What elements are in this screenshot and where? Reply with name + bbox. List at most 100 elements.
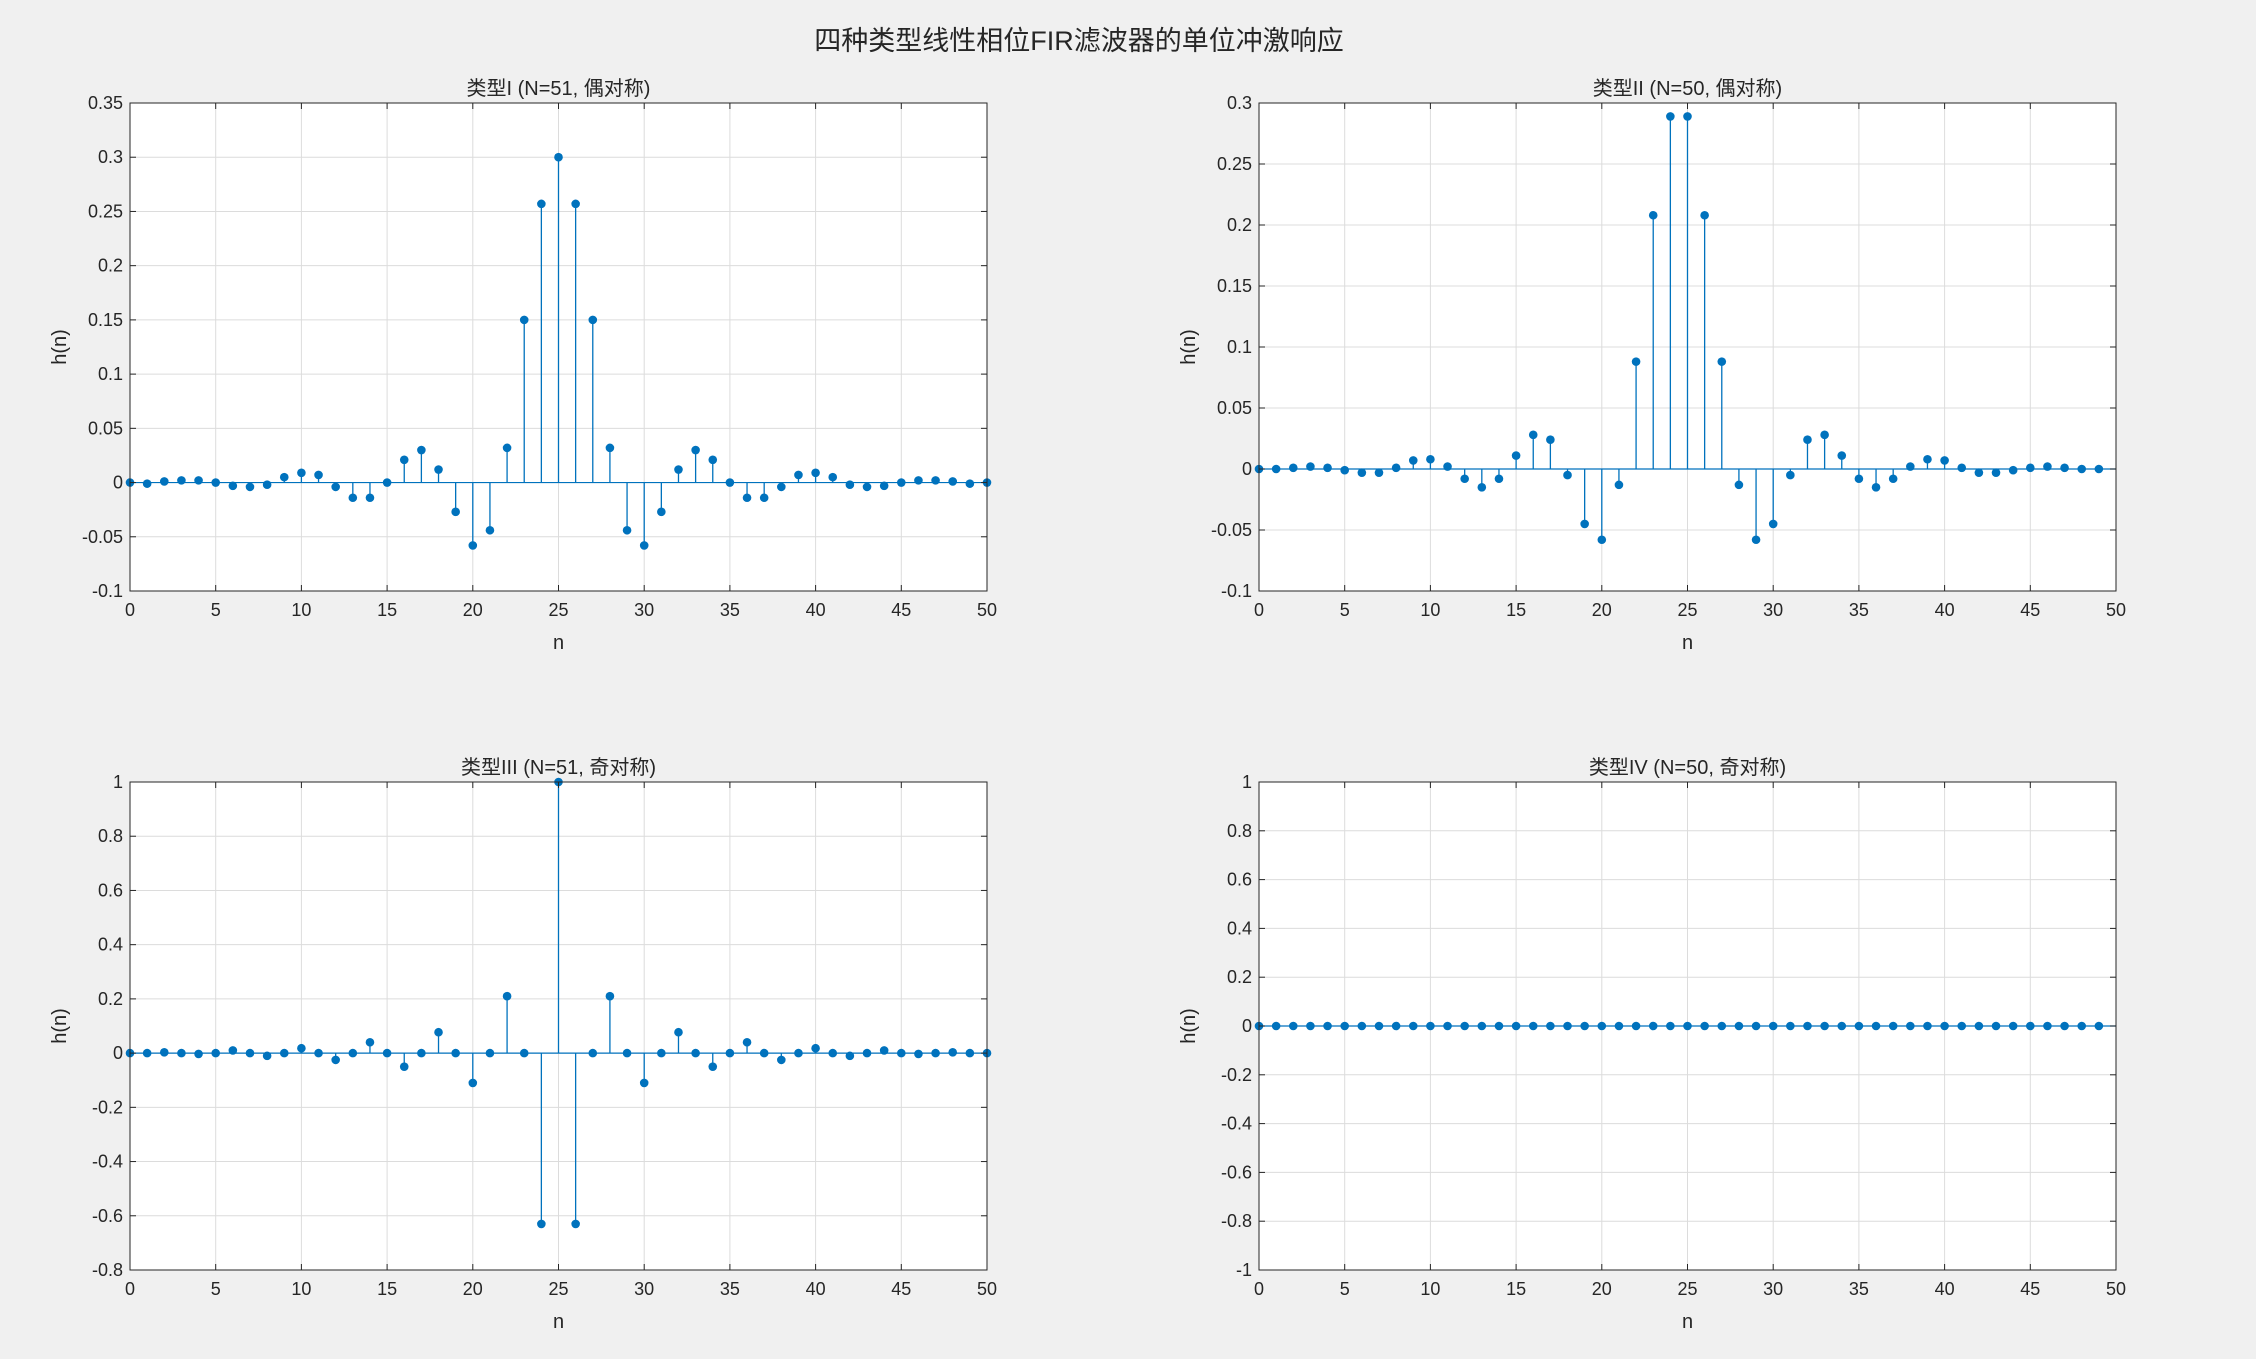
stem-marker	[1666, 1021, 1675, 1031]
stem-marker	[759, 493, 769, 503]
stem-marker	[1408, 1021, 1418, 1031]
x-tick-label: 45	[891, 600, 911, 620]
stem-marker	[348, 493, 358, 503]
y-tick-label: -0.8	[1221, 1211, 1252, 1231]
stem-marker	[1597, 1021, 1607, 1031]
stem-marker	[1957, 463, 1967, 473]
stem-marker	[2008, 1021, 2018, 1031]
x-tick-label: 0	[125, 1279, 135, 1299]
stem-marker	[708, 1062, 718, 1071]
stem-marker	[1991, 468, 2001, 477]
x-tick-label: 15	[377, 1279, 397, 1299]
subplot-title: 类型III (N=51, 奇对称)	[461, 756, 656, 779]
stem-marker	[1288, 463, 1298, 473]
x-tick-label: 25	[1677, 1279, 1697, 1299]
x-tick-label: 30	[1763, 600, 1783, 620]
y-tick-label: -0.8	[92, 1260, 123, 1280]
stem-marker	[468, 541, 478, 550]
stem-marker	[931, 1048, 940, 1058]
stem-marker	[279, 1048, 289, 1058]
x-tick-label: 10	[1420, 600, 1440, 620]
stem-marker	[142, 1048, 152, 1058]
stem-marker	[1494, 1021, 1504, 1031]
stem-marker	[1700, 1021, 1709, 1031]
stem-marker	[1477, 1021, 1487, 1031]
stem-marker	[1974, 1021, 1984, 1031]
stem-marker	[382, 478, 392, 487]
stem-marker	[914, 1049, 923, 1059]
stem-marker	[1751, 535, 1761, 545]
x-tick-label: 35	[1849, 1279, 1869, 1299]
stem-marker	[537, 199, 546, 209]
stem-marker	[948, 1047, 958, 1057]
y-tick-label: -0.2	[1221, 1065, 1252, 1085]
stem-marker	[588, 1048, 598, 1058]
x-tick-label: 30	[634, 600, 654, 620]
stem-marker	[2008, 465, 2018, 475]
x-tick-label: 35	[1849, 600, 1869, 620]
y-tick-label: 0	[1242, 459, 1252, 479]
stem-marker	[365, 1037, 375, 1047]
y-tick-label: 0.8	[98, 826, 123, 846]
stem-marker	[1768, 1021, 1778, 1031]
stem-marker	[725, 1048, 735, 1058]
stem-marker	[142, 479, 152, 488]
stem-marker	[1614, 1021, 1624, 1031]
x-axis-label: n	[1682, 1311, 1693, 1333]
y-axis-label: h(n)	[1178, 1008, 1200, 1044]
stem-marker	[262, 1051, 272, 1061]
stem-marker	[1323, 463, 1332, 473]
stem-marker	[228, 1046, 238, 1055]
stem-marker	[177, 476, 186, 485]
stem-marker	[297, 1043, 306, 1053]
stem-marker	[1546, 1021, 1555, 1031]
stem-marker	[1803, 1021, 1812, 1031]
stem-marker	[194, 1049, 203, 1059]
stem-marker	[1528, 1021, 1538, 1031]
stem-marker	[2094, 464, 2104, 474]
stem-marker	[1683, 112, 1692, 121]
x-tick-label: 5	[1340, 600, 1350, 620]
stem-marker	[297, 468, 306, 478]
x-tick-label: 40	[806, 1279, 826, 1299]
stem-marker	[279, 472, 289, 482]
stem-marker	[965, 1048, 975, 1058]
stem-marker	[1340, 465, 1349, 475]
stem-marker	[1494, 474, 1504, 484]
stem-marker	[588, 315, 598, 325]
stem-marker	[451, 507, 460, 517]
stem-marker	[1906, 462, 1915, 471]
stem-marker	[1700, 210, 1709, 220]
stem-marker	[657, 507, 666, 517]
x-tick-label: 25	[548, 1279, 568, 1299]
stem-marker	[1528, 430, 1538, 440]
y-tick-label: 0.3	[1227, 93, 1252, 113]
stem-marker	[1563, 1021, 1572, 1031]
y-tick-label: 0.2	[1227, 215, 1252, 235]
stem-marker	[554, 152, 563, 162]
y-tick-label: 0.4	[1227, 918, 1252, 938]
stem-marker	[1923, 454, 1932, 464]
stem-marker	[2094, 1021, 2104, 1031]
y-tick-label: -0.1	[92, 581, 123, 601]
x-tick-label: 20	[1592, 600, 1612, 620]
y-tick-label: 0	[113, 1043, 123, 1063]
stem-marker	[639, 541, 649, 550]
stem-marker	[1271, 1021, 1281, 1031]
stem-marker	[862, 482, 872, 492]
stem-marker	[1511, 451, 1521, 460]
x-tick-label: 50	[977, 600, 997, 620]
y-tick-label: 0.8	[1227, 821, 1252, 841]
y-tick-label: -0.4	[92, 1152, 123, 1172]
x-tick-label: 50	[2106, 1279, 2126, 1299]
stem-marker	[245, 1048, 255, 1058]
figure-title: 四种类型线性相位FIR滤波器的单位冲激响应	[814, 26, 1344, 56]
stem-marker	[1546, 435, 1555, 445]
stem-marker	[914, 476, 923, 485]
stem-marker	[862, 1048, 872, 1058]
stem-marker	[1991, 1021, 2001, 1031]
x-tick-label: 10	[291, 1279, 311, 1299]
stem-marker	[1374, 468, 1384, 477]
x-tick-label: 15	[1506, 600, 1526, 620]
stem-marker	[1597, 535, 1607, 545]
